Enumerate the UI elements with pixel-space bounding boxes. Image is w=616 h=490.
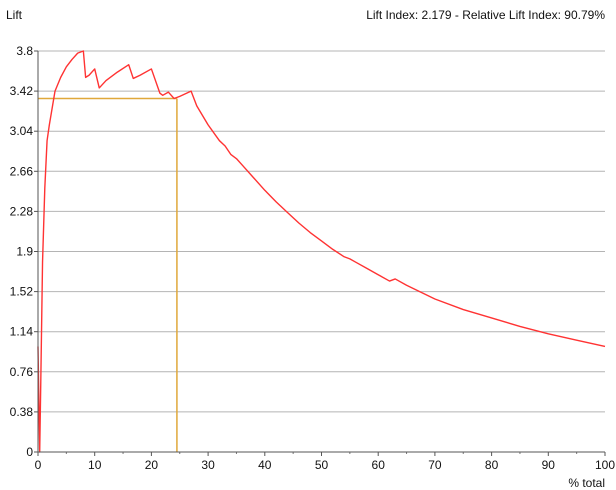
- x-tick-label: 80: [485, 458, 499, 472]
- y-tick-label: 1.14: [10, 325, 34, 339]
- y-tick-label: 1.52: [10, 285, 34, 299]
- x-tick-label: 30: [201, 458, 215, 472]
- y-axis-title: Lift: [6, 8, 23, 22]
- lift-index-text: Lift Index: 2.179 - Relative Lift Index:…: [366, 8, 605, 22]
- x-tick-label: 0: [35, 458, 42, 472]
- x-tick-label: 50: [315, 458, 329, 472]
- y-tick-label: 3.42: [10, 84, 34, 98]
- x-tick-label: 40: [258, 458, 272, 472]
- y-tick-label: 1.9: [16, 245, 33, 259]
- y-tick-labels: 0 0.38 0.76 1.14 1.52 1.9 2.28 2.66 3.04 3.42 3.8: [10, 44, 34, 459]
- x-tick-label: 90: [542, 458, 556, 472]
- x-tick-label: 20: [145, 458, 159, 472]
- y-tick-label: 3.8: [16, 44, 33, 58]
- x-axis-title: % total: [568, 476, 605, 490]
- series-layer: [37, 50, 606, 453]
- y-tick-label: 0: [26, 445, 33, 459]
- y-tick-label: 2.66: [10, 164, 34, 178]
- x-tick-label: 70: [428, 458, 442, 472]
- y-tick-label: 3.04: [10, 124, 34, 138]
- lift-curve-line: [37, 50, 606, 453]
- x-tick-labels: 0 10 20 30 40 50 60 70 80 90 100: [35, 458, 616, 472]
- y-tick-label: 0.76: [10, 365, 34, 379]
- grid-lines: [34, 50, 606, 456]
- y-tick-label: 0.38: [10, 405, 34, 419]
- reference-lines: [38, 97, 178, 452]
- x-tick-label: 100: [595, 458, 615, 472]
- y-tick-label: 2.28: [10, 204, 34, 218]
- x-tick-label: 10: [88, 458, 102, 472]
- x-tick-label: 60: [372, 458, 386, 472]
- axis-lines: [37, 51, 605, 453]
